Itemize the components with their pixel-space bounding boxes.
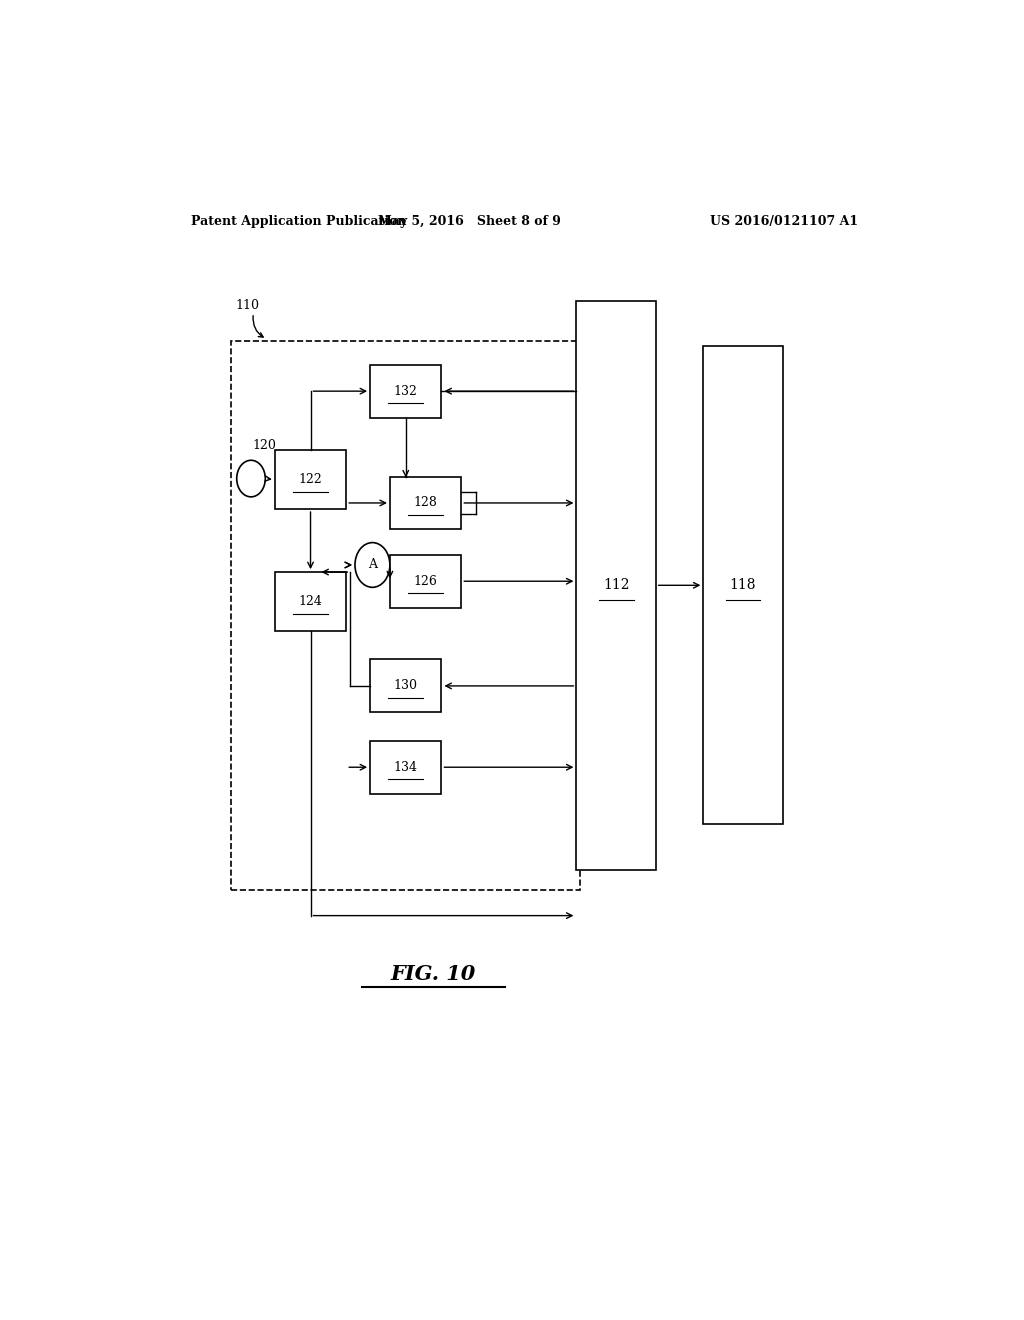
Text: US 2016/0121107 A1: US 2016/0121107 A1 bbox=[710, 215, 858, 228]
Text: 122: 122 bbox=[299, 473, 323, 486]
Text: 118: 118 bbox=[730, 578, 757, 593]
Bar bbox=[390, 477, 462, 529]
Bar bbox=[231, 342, 581, 890]
Text: FIG. 10: FIG. 10 bbox=[391, 964, 476, 983]
Text: 128: 128 bbox=[414, 496, 437, 510]
Bar bbox=[370, 741, 441, 793]
Text: A: A bbox=[368, 558, 377, 572]
Text: 130: 130 bbox=[394, 680, 418, 693]
Text: Patent Application Publication: Patent Application Publication bbox=[191, 215, 407, 228]
Text: 124: 124 bbox=[299, 595, 323, 609]
Bar bbox=[274, 450, 346, 510]
Bar bbox=[370, 660, 441, 713]
Circle shape bbox=[237, 461, 265, 496]
Text: 132: 132 bbox=[394, 384, 418, 397]
Text: 110: 110 bbox=[236, 300, 259, 313]
Text: 120: 120 bbox=[253, 440, 276, 453]
Bar bbox=[703, 346, 782, 824]
Bar bbox=[577, 301, 655, 870]
Bar bbox=[390, 554, 462, 607]
Circle shape bbox=[355, 543, 390, 587]
Bar bbox=[274, 572, 346, 631]
Text: May 5, 2016   Sheet 8 of 9: May 5, 2016 Sheet 8 of 9 bbox=[378, 215, 561, 228]
Text: 112: 112 bbox=[603, 578, 630, 593]
Bar bbox=[370, 364, 441, 417]
Text: 134: 134 bbox=[394, 760, 418, 774]
Text: 126: 126 bbox=[414, 574, 437, 587]
